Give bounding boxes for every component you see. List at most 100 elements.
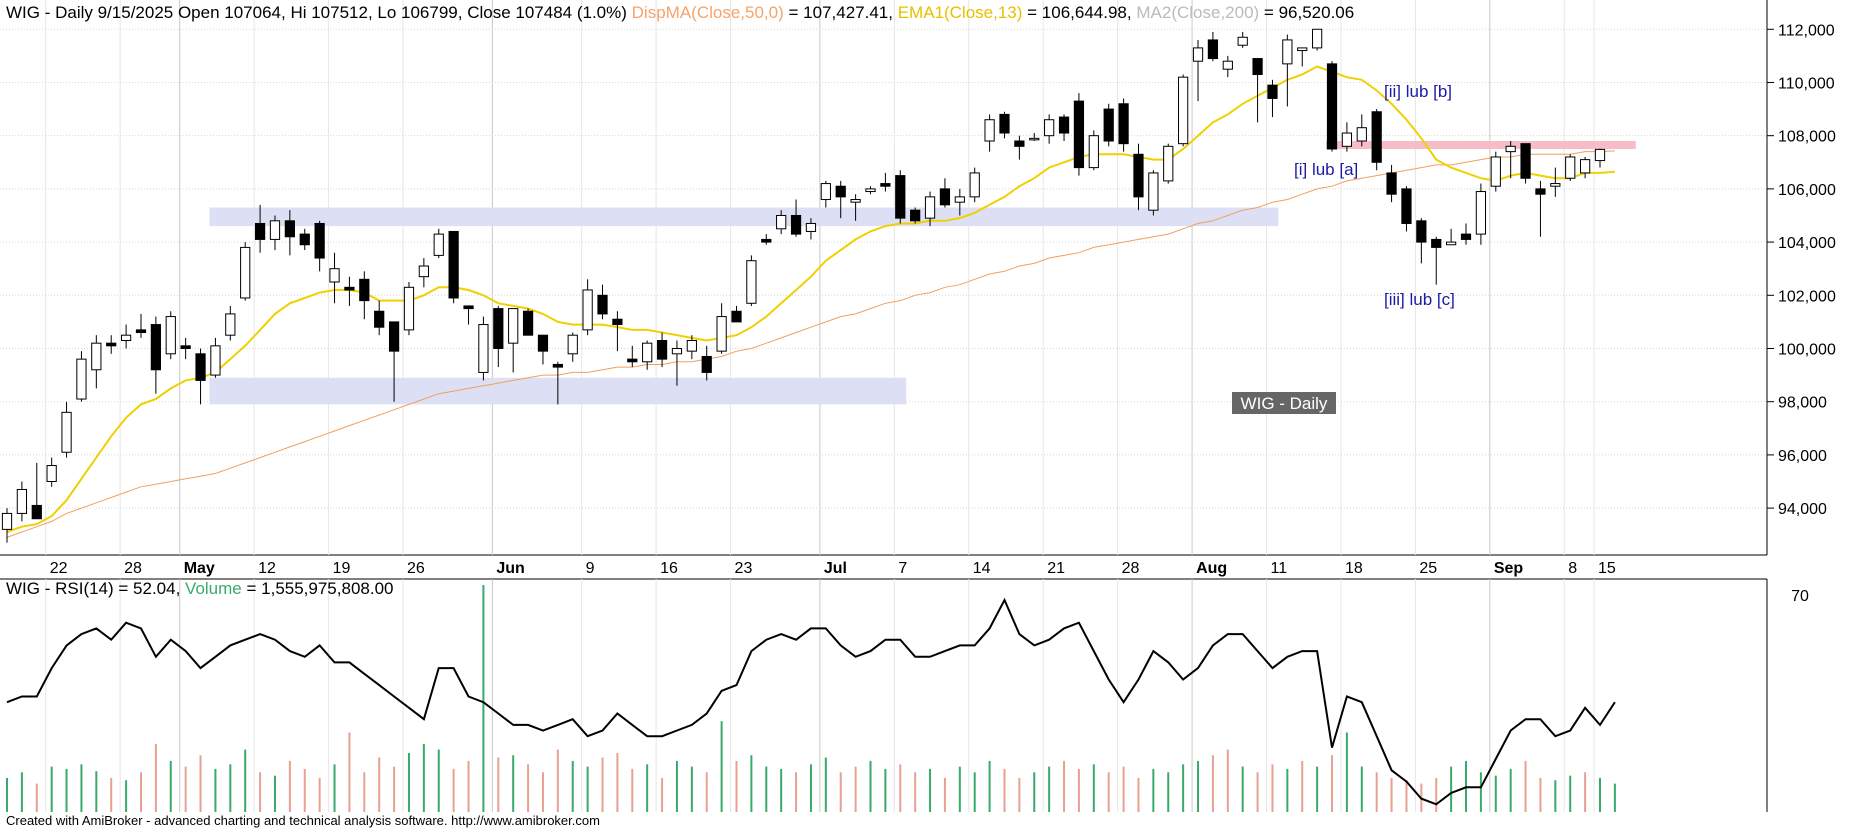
volume-bar xyxy=(110,777,113,812)
candle-up xyxy=(1356,127,1367,142)
volume-bar xyxy=(616,752,619,812)
volume-bar xyxy=(1494,775,1497,812)
candle-up xyxy=(1029,137,1040,141)
candle-down xyxy=(522,310,534,336)
volume-bar xyxy=(1003,768,1006,812)
candle-up xyxy=(120,334,132,342)
candle-down xyxy=(254,222,266,240)
date-tick-label: 21 xyxy=(1047,560,1065,577)
candle-down xyxy=(1058,116,1070,134)
volume-bar xyxy=(1167,772,1170,812)
candle-down xyxy=(195,353,206,381)
volume-bar xyxy=(899,764,902,812)
candle-down xyxy=(1014,140,1025,147)
volume-bar xyxy=(571,760,574,812)
volume-bar xyxy=(482,585,485,812)
candle-up xyxy=(61,411,72,453)
volume-bar xyxy=(348,732,351,812)
candle-down xyxy=(1103,108,1114,142)
volume-bar xyxy=(720,721,723,812)
volume-bar xyxy=(1077,768,1080,812)
date-tick-label: 25 xyxy=(1419,560,1437,577)
volume-bar xyxy=(184,766,187,812)
candle-up xyxy=(1550,183,1561,187)
price-tick-label: 94,000 xyxy=(1778,501,1827,518)
candle-up xyxy=(984,119,995,142)
candle-down xyxy=(150,324,161,371)
volume-bar xyxy=(884,768,887,812)
candle-down xyxy=(1371,111,1382,163)
volume-bar xyxy=(1033,772,1036,812)
header-ma2-value: = 96,520.06 xyxy=(1264,3,1354,22)
candle-up xyxy=(969,172,980,198)
wave-annotation: [i] lub [a] xyxy=(1294,160,1358,179)
volume-bar xyxy=(437,749,440,812)
candle-up xyxy=(1312,28,1323,49)
candle-up xyxy=(16,488,28,514)
ema13-line xyxy=(6,65,1615,533)
candle-up xyxy=(403,286,415,331)
volume-bar xyxy=(1182,764,1185,812)
volume-bar xyxy=(363,772,366,812)
volume-bar xyxy=(556,749,559,812)
volume-bar xyxy=(378,757,381,812)
volume-bar xyxy=(303,768,306,812)
candle-down xyxy=(627,358,638,363)
candle-up xyxy=(1341,132,1353,147)
volume-bar xyxy=(1345,732,1348,812)
candle-up xyxy=(433,233,444,256)
volume-bar xyxy=(1435,777,1438,812)
candle-down xyxy=(1386,172,1397,195)
volume-bar xyxy=(1375,772,1378,812)
candle-up xyxy=(1594,148,1606,162)
volume-bar xyxy=(780,768,783,812)
volume-bar xyxy=(1554,780,1557,812)
lower-vertical-gridlines xyxy=(45,579,1595,812)
candle-up xyxy=(1163,145,1174,182)
volume-bar xyxy=(1509,768,1512,812)
volume-bar xyxy=(1599,777,1601,812)
volume-bar xyxy=(1539,777,1542,812)
date-tick-label: Jun xyxy=(496,560,524,577)
price-tick-label: 112,000 xyxy=(1778,22,1835,39)
candle-up xyxy=(76,358,87,400)
header-ema-name: EMA1(Close,13) xyxy=(898,3,1023,22)
candle-down xyxy=(835,185,846,198)
moving-average-lines xyxy=(6,65,1615,538)
candle-up xyxy=(642,342,653,363)
candle-down xyxy=(1133,153,1144,198)
header-dispma-value: = 107,427.41, xyxy=(789,3,893,22)
volume-bar xyxy=(958,766,961,812)
candle-up xyxy=(924,196,936,219)
candle-up xyxy=(850,199,861,203)
date-tick-label: 26 xyxy=(407,560,425,577)
candle-down xyxy=(537,334,549,352)
candle-down xyxy=(1267,84,1278,99)
candle-down xyxy=(299,233,310,246)
candle-up xyxy=(954,196,965,203)
candle-up xyxy=(240,246,251,299)
volume-bar xyxy=(1122,766,1125,812)
volume-bar xyxy=(1301,760,1304,812)
volume-bar xyxy=(1048,766,1051,812)
price-tick-label: 104,000 xyxy=(1778,235,1836,252)
header-line: WIG - Daily 9/15/2025 Open 107064, Hi 10… xyxy=(6,3,1354,22)
volume-bar xyxy=(1316,766,1319,812)
candle-down xyxy=(344,286,355,291)
date-tick-label: 28 xyxy=(124,560,142,577)
date-tick-label: 18 xyxy=(1345,560,1363,577)
volume-name: Volume xyxy=(185,579,242,598)
candle-down xyxy=(790,214,802,235)
date-tick-label: Jul xyxy=(824,560,847,577)
volume-bar xyxy=(601,757,604,812)
wave-annotation: [iii] lub [c] xyxy=(1384,290,1455,309)
candle-up xyxy=(418,265,429,278)
volume-bar xyxy=(1450,766,1453,812)
candle-down xyxy=(910,209,921,222)
candle-down xyxy=(374,310,385,328)
candle-up xyxy=(91,342,102,371)
volume-bar xyxy=(1211,755,1214,812)
volume-bar xyxy=(839,772,842,812)
candle-up xyxy=(671,347,683,355)
